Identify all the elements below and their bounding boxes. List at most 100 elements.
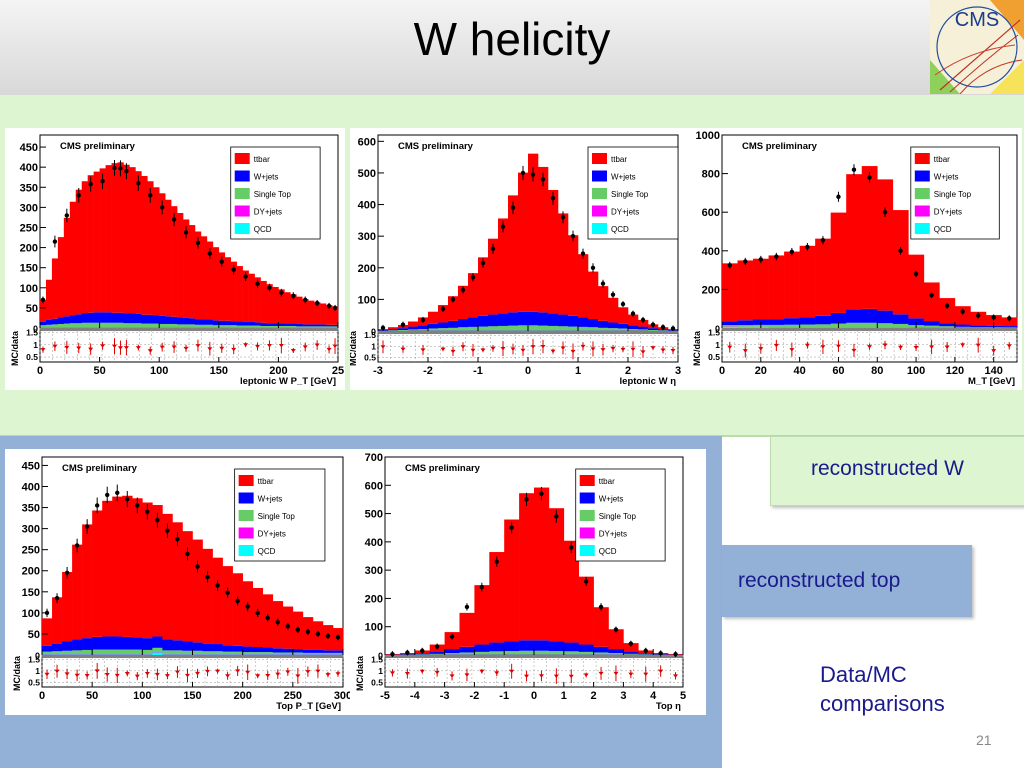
bar-single-top [272, 325, 279, 328]
bar-qcd [784, 327, 800, 328]
bar-w-jets [63, 316, 71, 324]
plot-w-pt-panel: 50 100 150 200 250 300 350 400 450 0 CMS prelimina… [5, 128, 345, 390]
ratio-marker [285, 670, 291, 674]
ratio-marker [325, 673, 331, 677]
data-point [620, 301, 626, 307]
bar-ttbar [230, 261, 237, 322]
y-tick-label: 100 [22, 608, 40, 620]
data-point [195, 240, 201, 245]
bar-ttbar [504, 519, 520, 642]
bar-ttbar [448, 296, 459, 321]
bar-ttbar [254, 277, 261, 323]
x-tick-label: 2 [625, 365, 631, 377]
ratio-marker [404, 672, 410, 676]
bar-single-top [518, 325, 529, 331]
x-tick-label: -5 [380, 690, 390, 702]
bar-single-top [165, 323, 172, 328]
data-point [658, 651, 663, 656]
ratio-marker [195, 344, 201, 348]
data-point [590, 265, 596, 270]
bar-single-top [498, 325, 509, 331]
bar-ttbar [970, 311, 987, 326]
x-axis-label: Top η [656, 701, 681, 712]
bar-w-jets [388, 329, 399, 331]
data-point [185, 551, 190, 557]
bar-ttbar [62, 572, 73, 642]
y-zero-label: 0 [371, 327, 376, 337]
x-tick-label: -4 [410, 690, 421, 702]
legend-swatch [579, 475, 595, 486]
ratio-marker [231, 347, 237, 352]
bar-w-jets [563, 642, 579, 652]
ratio-marker [64, 345, 70, 350]
data-point [380, 325, 386, 331]
data-point [449, 634, 455, 639]
bar-ttbar [242, 270, 249, 322]
bar-single-top [722, 325, 738, 327]
bar-ttbar [308, 300, 315, 325]
ratio-marker [550, 349, 556, 354]
bar-ttbar [737, 260, 754, 321]
bar-single-top [51, 324, 59, 328]
bar-w-jets [242, 321, 249, 326]
ratio-marker [570, 349, 576, 354]
ratio-tick-label: 1.5 [364, 330, 376, 340]
bar-w-jets [332, 324, 339, 327]
x-tick-label: 1 [575, 365, 581, 377]
bar-ttbar [177, 213, 184, 318]
data-point [148, 193, 153, 198]
bar-w-jets [519, 640, 535, 651]
ratio-marker [117, 346, 123, 350]
bar-single-top [954, 326, 971, 328]
bar-w-jets [474, 644, 490, 652]
bar-w-jets [218, 320, 226, 326]
bar-w-jets [448, 320, 459, 328]
bar-ttbar [438, 305, 449, 323]
bar-ttbar [45, 279, 53, 320]
bar-ttbar [236, 266, 243, 322]
data-point [560, 214, 566, 220]
bar-w-jets [908, 318, 925, 326]
bar-ttbar [498, 218, 509, 314]
ratio-marker [400, 347, 406, 352]
bar-ttbar [122, 495, 133, 637]
bar-single-top [504, 651, 520, 655]
bar-w-jets [302, 649, 314, 653]
bar-single-top [588, 327, 599, 331]
bar-ttbar [534, 487, 550, 641]
bar-single-top [623, 653, 639, 655]
bar-single-top [153, 323, 160, 328]
y-tick-label: 500 [365, 509, 383, 521]
bar-single-top [314, 326, 321, 328]
data-point [420, 317, 426, 323]
data-point [332, 305, 338, 311]
bar-single-top [152, 647, 163, 653]
bar-w-jets [489, 642, 505, 652]
data-point [882, 210, 888, 215]
legend-label: W+jets [611, 173, 636, 182]
data-point [727, 263, 732, 268]
ratio-marker [727, 345, 733, 350]
x-tick-label: 0 [39, 690, 45, 702]
legend-label: ttbar [934, 155, 950, 164]
data-point [405, 650, 410, 655]
ratio-marker [470, 348, 476, 353]
ratio-marker [265, 673, 271, 678]
bar-w-jets [722, 321, 738, 326]
bar-single-top [93, 322, 100, 328]
bar-ttbar [478, 257, 489, 316]
data-point [40, 297, 46, 303]
bar-w-jets [266, 323, 273, 326]
bar-w-jets [194, 319, 202, 325]
bar-w-jets [504, 641, 520, 652]
bar-single-top [444, 653, 460, 655]
bar-qcd [799, 327, 816, 328]
bar-ttbar [954, 306, 971, 325]
data-point [524, 497, 529, 502]
bar-w-jets [57, 317, 65, 324]
data-point [789, 249, 795, 254]
data-point [480, 260, 486, 266]
ratio-marker [54, 669, 60, 674]
bar-w-jets [45, 319, 53, 325]
bar-ttbar [42, 618, 53, 646]
